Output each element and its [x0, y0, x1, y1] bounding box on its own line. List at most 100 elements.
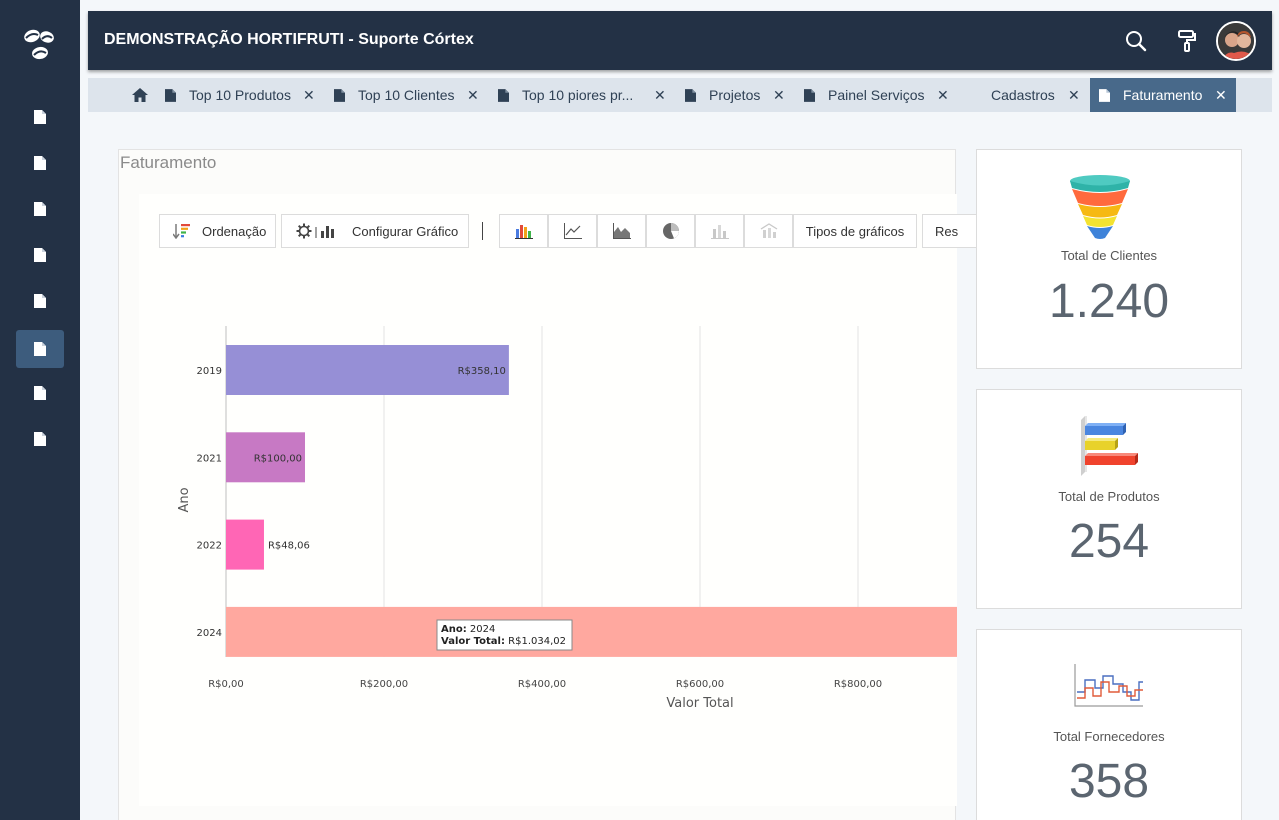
close-icon[interactable]: ✕ — [1215, 87, 1227, 103]
chart-container: Ordenação Configurar Gráfico — [139, 194, 982, 806]
area-chart-type-button[interactable] — [597, 214, 646, 248]
tab-cadastros[interactable]: Cadastros ✕ — [991, 78, 1091, 112]
tab-bar: Top 10 Produtos ✕ Top 10 Clientes ✕ Top … — [88, 78, 1272, 112]
bar — [226, 606, 957, 657]
tab-projetos[interactable]: Projetos ✕ — [685, 78, 795, 112]
kpi-value: 1.240 — [1048, 275, 1170, 328]
combo-chart-type-button[interactable] — [744, 214, 793, 248]
faturamento-chart: R$0,00 R$200,00 R$400,00 R$600,00 R$800,00 20… — [177, 326, 957, 711]
close-icon[interactable]: ✕ — [1068, 87, 1080, 103]
funnel-icon — [1070, 175, 1130, 239]
close-icon[interactable]: ✕ — [937, 87, 949, 103]
bar-chart-type-button[interactable] — [499, 214, 548, 248]
res-label: Res — [935, 223, 959, 239]
sidebar-item-5[interactable] — [16, 282, 64, 320]
tab-label: Faturamento — [1123, 87, 1203, 103]
kpi-card-produtos[interactable]: Total de Produtos 254 — [976, 389, 1242, 609]
sidebar-item-7[interactable] — [16, 374, 64, 412]
document-icon — [1099, 88, 1110, 102]
sidebar-item-6[interactable] — [16, 330, 64, 368]
bar-chart-icon — [514, 225, 533, 239]
line-chart-type-button[interactable] — [548, 214, 597, 248]
stacked-bar-icon — [710, 225, 729, 239]
app-logo-icon[interactable] — [20, 26, 60, 64]
document-icon — [34, 248, 46, 262]
document-icon — [685, 88, 696, 102]
close-icon[interactable]: ✕ — [773, 87, 785, 103]
document-icon — [34, 294, 46, 308]
kpi-value: 254 — [1068, 515, 1150, 568]
tab-top10-produtos[interactable]: Top 10 Produtos ✕ — [165, 78, 325, 112]
tab-label: Projetos — [709, 87, 761, 103]
sidebar-item-4[interactable] — [16, 236, 64, 274]
y-tick-label: 2022 — [197, 541, 222, 552]
line-chart-icon — [563, 223, 582, 239]
tab-label: Top 10 piores pr... — [522, 87, 634, 103]
tooltip-ano-label: Ano: — [441, 624, 467, 635]
sidebar-item-8[interactable] — [16, 420, 64, 458]
bar-3d-icon — [1081, 416, 1138, 476]
pie-chart-type-button[interactable] — [646, 214, 695, 248]
ordenacao-button[interactable]: Ordenação — [159, 214, 276, 248]
tab-label: Painel Serviços — [828, 87, 925, 103]
tab-label: Top 10 Clientes — [358, 87, 455, 103]
bar — [226, 432, 305, 483]
close-icon[interactable]: ✕ — [467, 87, 479, 103]
kpi-label: Total de Clientes — [1060, 248, 1158, 263]
y-tick-label: 2021 — [197, 453, 222, 464]
kpi-label: Total de Produtos — [1058, 489, 1160, 504]
tab-painel-servicos[interactable]: Painel Serviços ✕ — [804, 78, 954, 112]
document-icon — [34, 202, 46, 216]
top-header: DEMONSTRAÇÃO HORTIFRUTI - Suporte Córtex — [88, 11, 1272, 70]
document-icon — [334, 88, 345, 102]
x-tick-label: R$800,00 — [834, 679, 882, 690]
sidebar-item-3[interactable] — [16, 190, 64, 228]
tab-faturamento[interactable]: Faturamento ✕ — [1090, 78, 1236, 112]
y-axis-title: Ano — [177, 487, 192, 512]
avatar[interactable] — [1216, 21, 1256, 61]
close-icon[interactable]: ✕ — [303, 87, 315, 103]
paint-roller-icon[interactable] — [1175, 29, 1199, 53]
sidebar-item-1[interactable] — [16, 98, 64, 136]
step-line-icon — [1074, 664, 1143, 707]
tooltip-line-ano: Ano: 2024 — [441, 624, 495, 635]
tab-top10-clientes[interactable]: Top 10 Clientes ✕ — [334, 78, 484, 112]
search-icon[interactable] — [1124, 29, 1148, 53]
document-icon — [34, 156, 46, 170]
x-axis-title: Valor Total — [666, 696, 733, 711]
pie-chart-icon — [662, 223, 679, 239]
bar-data-label: R$48,06 — [268, 541, 310, 552]
bar — [226, 519, 264, 570]
document-icon — [34, 432, 46, 446]
document-icon — [34, 110, 46, 124]
tab-top10-piores[interactable]: Top 10 piores pr... ✕ — [498, 78, 668, 112]
toolbar-divider — [482, 222, 483, 240]
tooltip-valor-label: Valor Total: — [441, 636, 505, 647]
tipos-graficos-label: Tipos de gráficos — [805, 223, 905, 239]
close-icon[interactable]: ✕ — [654, 87, 666, 103]
document-icon — [498, 88, 509, 102]
stacked-chart-type-button[interactable] — [695, 214, 744, 248]
document-icon — [804, 88, 815, 102]
faturamento-panel: Faturamento Ordenação — [118, 149, 982, 820]
sidebar — [0, 0, 80, 820]
kpi-card-fornecedores[interactable]: Total Fornecedores 358 — [976, 629, 1242, 820]
bar — [226, 345, 509, 395]
x-tick-label: R$200,00 — [360, 679, 408, 690]
tooltip-valor-value: R$1.034,02 — [505, 636, 566, 647]
tipos-graficos-button[interactable]: Tipos de gráficos — [793, 214, 917, 248]
home-icon[interactable] — [132, 88, 148, 102]
panel-title: Faturamento — [120, 153, 217, 172]
sidebar-item-2[interactable] — [16, 144, 64, 182]
tab-label: Top 10 Produtos — [189, 87, 291, 103]
bar-data-label: R$100,00 — [254, 453, 302, 464]
configurar-grafico-label: Configurar Gráfico — [352, 223, 459, 239]
document-icon — [34, 342, 46, 356]
kpi-card-clientes[interactable]: Total de Clientes 1.240 — [976, 149, 1242, 369]
configurar-grafico-button[interactable]: Configurar Gráfico — [281, 214, 469, 248]
document-icon — [34, 386, 46, 400]
bar-data-label: R$358,10 — [458, 366, 506, 377]
area-chart-icon — [612, 223, 631, 239]
sort-icon — [173, 224, 190, 239]
